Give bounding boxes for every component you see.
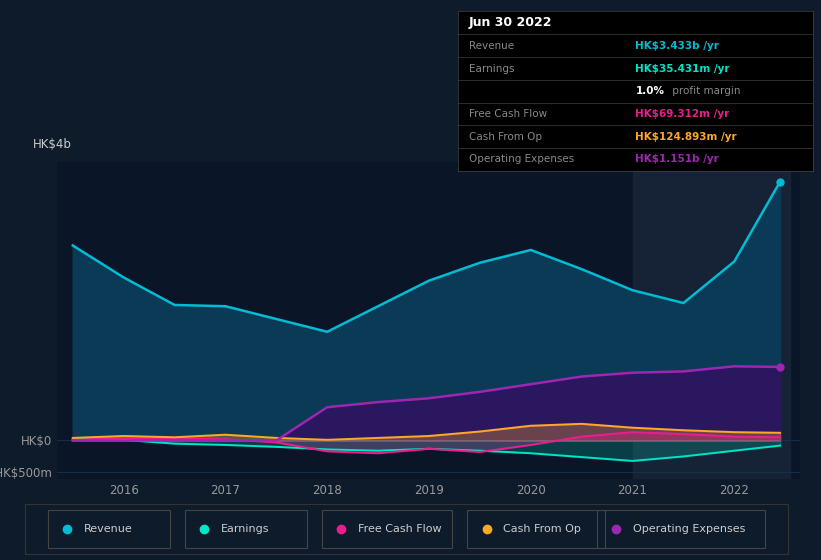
Text: Revenue: Revenue	[469, 41, 514, 51]
Text: Earnings: Earnings	[221, 524, 269, 534]
Text: Cash From Op: Cash From Op	[469, 132, 542, 142]
Text: HK$35.431m /yr: HK$35.431m /yr	[635, 64, 730, 74]
Text: HK$3.433b /yr: HK$3.433b /yr	[635, 41, 719, 51]
Text: HK$4b: HK$4b	[33, 138, 71, 151]
Text: Earnings: Earnings	[469, 64, 514, 74]
Bar	[632, 162, 791, 479]
Text: HK$1.151b /yr: HK$1.151b /yr	[635, 155, 719, 164]
Text: Free Cash Flow: Free Cash Flow	[469, 109, 547, 119]
Text: 1.0%: 1.0%	[635, 86, 664, 96]
Text: Revenue: Revenue	[84, 524, 132, 534]
Text: HK$124.893m /yr: HK$124.893m /yr	[635, 132, 737, 142]
Text: Free Cash Flow: Free Cash Flow	[358, 524, 442, 534]
Text: Jun 30 2022: Jun 30 2022	[469, 16, 553, 29]
Text: profit margin: profit margin	[669, 86, 741, 96]
Text: Cash From Op: Cash From Op	[503, 524, 581, 534]
Text: Operating Expenses: Operating Expenses	[633, 524, 745, 534]
Text: HK$69.312m /yr: HK$69.312m /yr	[635, 109, 730, 119]
Text: Operating Expenses: Operating Expenses	[469, 155, 574, 164]
